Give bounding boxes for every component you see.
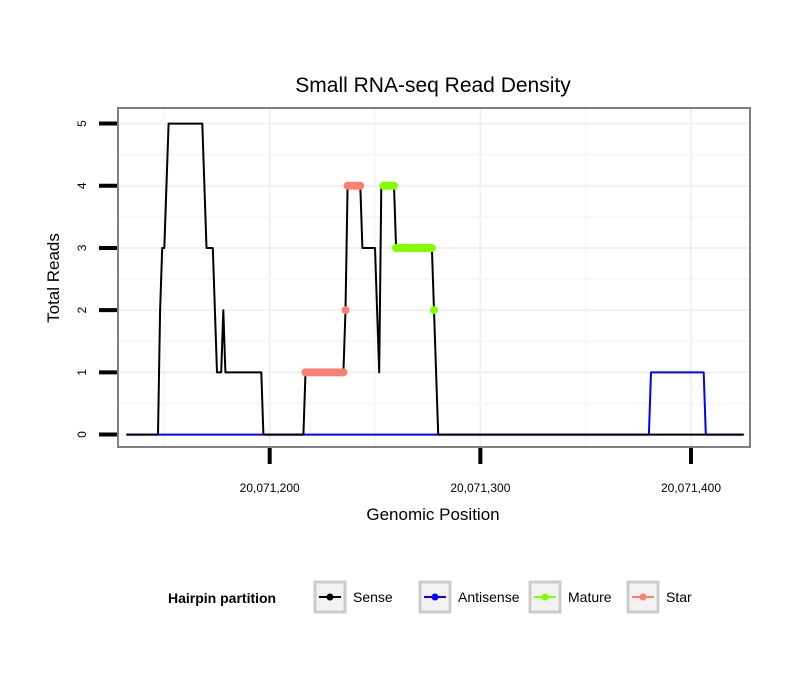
plot-border	[117, 107, 751, 448]
x-axis-ticks: 20,071,200 20,071,300 20,071,400	[240, 448, 721, 495]
y-tick-label: 4	[75, 182, 89, 189]
y-tick-label: 3	[75, 244, 89, 251]
legend-title: Hairpin partition	[168, 590, 276, 606]
y-tick-label: 2	[75, 306, 89, 313]
y-axis-title: Total Reads	[44, 233, 63, 323]
legend-key-marker	[326, 593, 334, 601]
legend-key-marker	[639, 593, 647, 601]
data-point-mature	[430, 306, 438, 315]
legend-label-antisense: Antisense	[458, 589, 520, 605]
legend: Hairpin partition Sense Antisense Mature St…	[168, 580, 692, 614]
x-tick-label: 20,071,400	[661, 481, 721, 495]
x-tick-label: 20,071,200	[240, 481, 300, 495]
chart-title: Small RNA-seq Read Density	[295, 74, 571, 97]
legend-label-star: Star	[666, 589, 692, 605]
plot-panel	[118, 108, 750, 447]
data-point-star	[339, 368, 348, 377]
y-tick-label: 0	[75, 431, 89, 438]
legend-label-sense: Sense	[353, 589, 393, 605]
data-point-star	[356, 181, 365, 190]
legend-key-marker	[431, 593, 439, 601]
x-tick-label: 20,071,300	[450, 481, 510, 495]
y-tick-label: 5	[75, 120, 89, 127]
legend-label-mature: Mature	[568, 589, 612, 605]
y-tick-label: 1	[75, 369, 89, 376]
y-axis-ticks: 0 1 2 3 4 5	[75, 120, 117, 438]
x-axis-title: Genomic Position	[366, 505, 499, 524]
series-layer	[126, 122, 744, 436]
data-point-star	[341, 306, 350, 315]
data-point-mature	[427, 243, 436, 252]
data-point-mature	[389, 181, 398, 190]
legend-key-marker	[541, 593, 549, 601]
